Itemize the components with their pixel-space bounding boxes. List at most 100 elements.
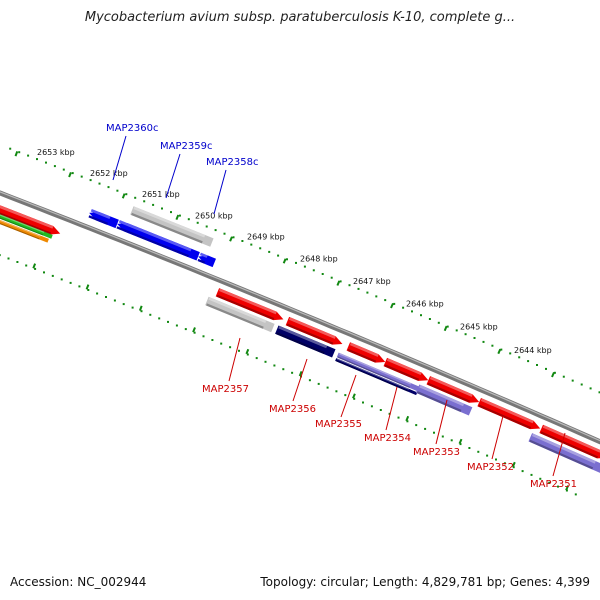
minor-tick (96, 292, 99, 295)
gene-body (336, 352, 420, 392)
major-tick (458, 438, 463, 445)
minor-tick (384, 299, 387, 302)
gene-shadow (337, 356, 410, 388)
gene-highlight (480, 398, 534, 424)
minor-tick (241, 240, 244, 242)
gene-body (528, 433, 600, 474)
gene-grey-lower (205, 296, 275, 333)
minor-tick (589, 387, 592, 390)
gene-MAP2357 (215, 288, 284, 321)
minor-tick (565, 489, 568, 492)
minor-tick (536, 364, 538, 366)
minor-tick (397, 416, 400, 419)
minor-tick (60, 278, 63, 281)
scale-label: 2644 kbp (514, 346, 552, 355)
leader-line (491, 415, 504, 460)
minor-tick (500, 348, 503, 351)
minor-tick (250, 243, 253, 246)
genome-title: Mycobacterium avium subsp. paratuberculo… (84, 10, 516, 25)
gene-MAP2354 (383, 357, 429, 381)
minor-tick (71, 172, 74, 175)
gene-highlight (542, 425, 600, 453)
minor-tick (0, 254, 1, 257)
gene-shadow (131, 212, 203, 244)
minor-tick (571, 379, 574, 382)
minor-tick (459, 443, 462, 446)
minor-tick (170, 211, 172, 214)
gene-lavender-b (415, 384, 473, 416)
gene-MAP2359c (116, 220, 200, 261)
outer-tick-row (9, 147, 600, 394)
minor-tick (7, 257, 10, 260)
minor-tick (175, 324, 178, 327)
scale-label: 2651 kbp (142, 190, 180, 199)
minor-tick (477, 450, 480, 453)
gene-shadow (529, 439, 594, 470)
leader-line (292, 358, 308, 402)
gene-shadow (0, 210, 44, 236)
minor-tick (9, 147, 12, 150)
gene-highlight (531, 433, 596, 464)
gene-shadow (116, 226, 190, 258)
minor-tick (598, 391, 600, 394)
gene-MAP2352 (477, 397, 541, 430)
gene-highlight (419, 384, 465, 407)
minor-tick (312, 269, 315, 272)
gene-highlight (118, 220, 192, 252)
minor-tick (268, 250, 271, 253)
gene-MAP2351 (539, 424, 600, 459)
gene-shadow (384, 364, 420, 381)
minor-tick (202, 335, 205, 338)
accession-label: Accession: NC_002944 (10, 575, 147, 589)
minor-tick (125, 193, 128, 196)
minor-tick (370, 405, 373, 408)
scale-label: 2652 kbp (90, 169, 128, 178)
gene-MAP2355 (346, 342, 386, 363)
minor-tick (509, 352, 512, 355)
gene-highlight (336, 358, 409, 390)
gene-shadow (427, 382, 471, 403)
gene-highlight (386, 358, 422, 376)
major-tick (336, 280, 341, 286)
major-tick (565, 485, 570, 491)
minor-tick (80, 175, 83, 178)
leader-line (112, 135, 127, 181)
gene-MAP2358c (197, 252, 216, 268)
minor-tick (34, 267, 37, 270)
leader-line (552, 432, 566, 477)
gene-label-reverse: MAP2353 (413, 447, 460, 458)
major-tick (298, 371, 303, 377)
minor-tick (131, 306, 134, 309)
genome-backbone (0, 190, 600, 445)
minor-tick (424, 427, 427, 430)
minor-tick (406, 420, 409, 423)
gene-body (0, 212, 49, 243)
minor-tick (321, 273, 324, 275)
minor-tick (362, 401, 364, 404)
minor-tick (161, 207, 163, 210)
minor-tick (62, 168, 65, 171)
minor-tick (167, 320, 169, 323)
minor-tick (277, 254, 280, 257)
gene-body (89, 211, 119, 229)
major-tick (511, 461, 516, 468)
minor-tick (379, 409, 382, 411)
gene-highlight (349, 342, 379, 357)
major-tick (229, 236, 233, 242)
minor-tick (433, 431, 435, 434)
tick-rows (0, 147, 600, 496)
gene-left-orange (0, 212, 49, 243)
gene-label-reverse: MAP2351 (530, 479, 577, 490)
minor-tick (388, 412, 391, 415)
minor-tick (411, 310, 413, 313)
minor-tick (205, 225, 208, 228)
minor-tick (562, 375, 565, 378)
gene-highlight (90, 209, 111, 219)
gene-shadow (197, 258, 206, 264)
minor-tick (229, 346, 232, 349)
scale-label: 2648 kbp (300, 255, 338, 264)
minor-tick (353, 397, 356, 400)
minor-tick (196, 221, 199, 224)
gene-body (0, 207, 53, 239)
minor-tick (344, 394, 347, 397)
